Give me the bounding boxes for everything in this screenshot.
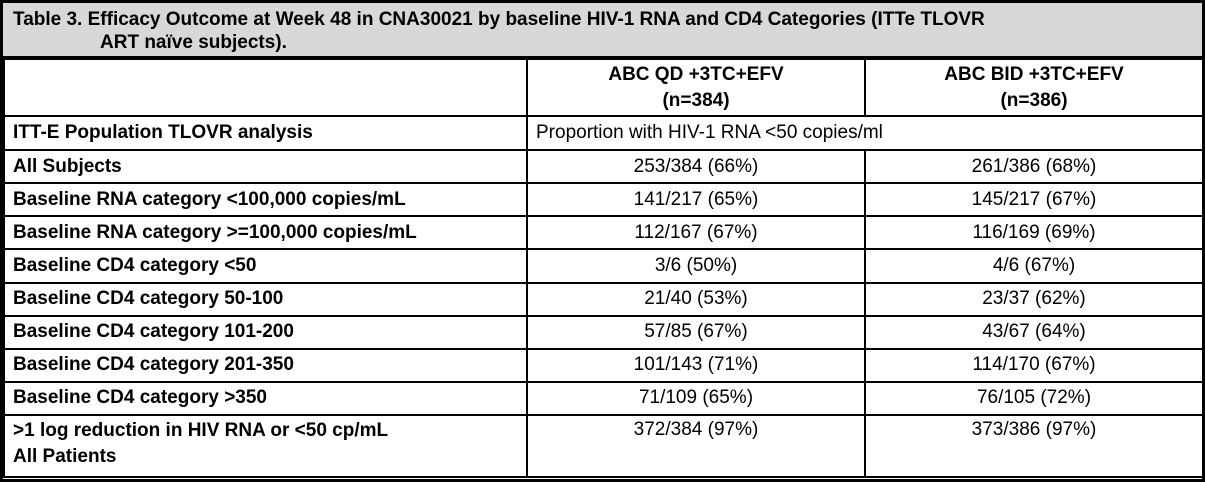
qd-value: 71/109 (65%): [526, 380, 866, 416]
table-row-cd4-50-100: Baseline CD4 category 50-100 21/40 (53%)…: [3, 281, 1204, 317]
table-title: Table 3. Efficacy Outcome at Week 48 in …: [3, 3, 1202, 58]
analysis-endpoint-value: Proportion with HIV-1 RNA <50 copies/ml: [526, 115, 1204, 152]
bid-value: 43/67 (64%): [864, 314, 1204, 350]
table-row-cd4-201-350: Baseline CD4 category 201-350 101/143 (7…: [3, 347, 1204, 383]
row-label: Baseline RNA category <100,000 copies/mL: [3, 182, 528, 218]
bid-value: 23/37 (62%): [864, 281, 1204, 317]
row-label: Baseline CD4 category 50-100: [3, 281, 528, 317]
table-row-rna-gte-100k: Baseline RNA category >=100,000 copies/m…: [3, 215, 1204, 251]
table-row-all-subjects: All Subjects 253/384 (66%) 261/386 (68%): [3, 149, 1204, 185]
bid-value: 116/169 (69%): [864, 215, 1204, 251]
row-label: Baseline CD4 category >350: [3, 380, 528, 416]
row-label: Baseline CD4 category <50: [3, 248, 528, 284]
qd-value: 21/40 (53%): [526, 281, 866, 317]
qd-value: 141/217 (65%): [526, 182, 866, 218]
qd-value: 112/167 (67%): [526, 215, 866, 251]
qd-value: 3/6 (50%): [526, 248, 866, 284]
bid-value: 373/386 (97%): [864, 413, 1204, 479]
table-row-cd4-lt-50: Baseline CD4 category <50 3/6 (50%) 4/6 …: [3, 248, 1204, 284]
row-label: >1 log reduction in HIV RNA or <50 cp/mL…: [3, 413, 528, 479]
qd-value: 101/143 (71%): [526, 347, 866, 383]
table-row-log-reduction: >1 log reduction in HIV RNA or <50 cp/mL…: [3, 413, 1204, 479]
row-label: Baseline RNA category >=100,000 copies/m…: [3, 215, 528, 251]
qd-value: 372/384 (97%): [526, 413, 866, 479]
row-label-itt-e-population: ITT-E Population TLOVR analysis: [3, 115, 528, 152]
table-row-rna-lt-100k: Baseline RNA category <100,000 copies/mL…: [3, 182, 1204, 218]
header-row: ABC QD +3TC+EFV (n=384) ABC BID +3TC+EFV…: [3, 57, 1204, 118]
header-empty-cell: [3, 57, 528, 118]
row-label: Baseline CD4 category 201-350: [3, 347, 528, 383]
data-table: ABC QD +3TC+EFV (n=384) ABC BID +3TC+EFV…: [3, 57, 1204, 479]
bid-value: 145/217 (67%): [864, 182, 1204, 218]
qd-value: 253/384 (66%): [526, 149, 866, 185]
row-label: Baseline CD4 category 101-200: [3, 314, 528, 350]
analysis-row: ITT-E Population TLOVR analysis Proporti…: [3, 115, 1204, 152]
bid-value: 114/170 (67%): [864, 347, 1204, 383]
bid-value: 261/386 (68%): [864, 149, 1204, 185]
column-header-abc-qd: ABC QD +3TC+EFV (n=384): [526, 57, 866, 118]
column-header-abc-bid: ABC BID +3TC+EFV (n=386): [864, 57, 1204, 118]
table-row-cd4-gt-350: Baseline CD4 category >350 71/109 (65%) …: [3, 380, 1204, 416]
row-label: All Subjects: [3, 149, 528, 185]
bid-value: 76/105 (72%): [864, 380, 1204, 416]
qd-value: 57/85 (67%): [526, 314, 866, 350]
table-row-cd4-101-200: Baseline CD4 category 101-200 57/85 (67%…: [3, 314, 1204, 350]
bid-value: 4/6 (67%): [864, 248, 1204, 284]
